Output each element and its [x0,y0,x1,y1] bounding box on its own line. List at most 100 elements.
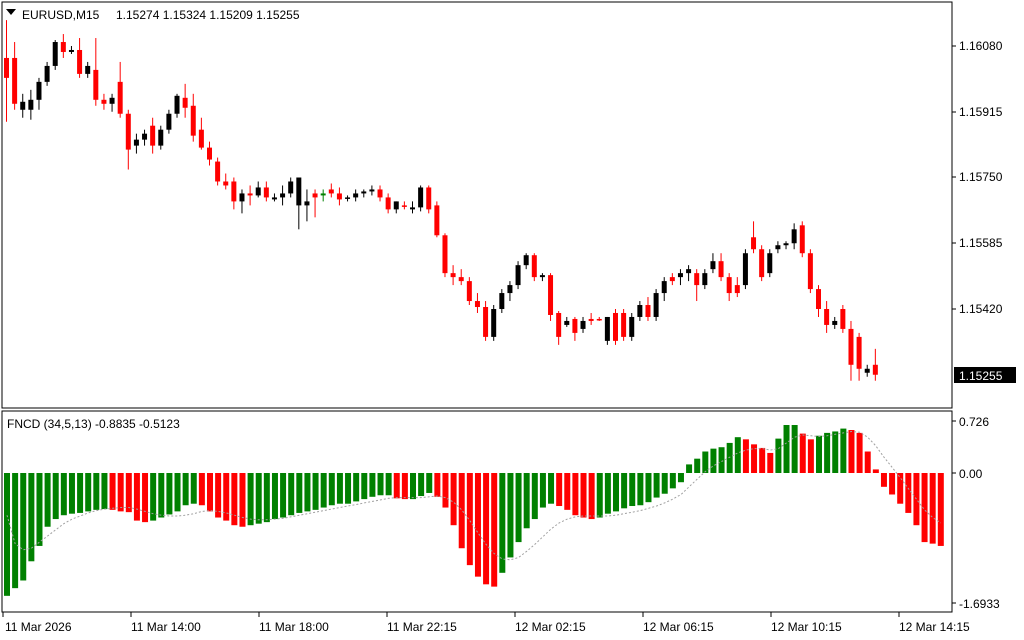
histogram-bar [36,473,43,546]
candle [588,312,594,325]
candle-body [93,69,99,100]
candle [296,177,302,230]
candle-body [515,265,521,286]
candle [742,249,748,290]
histogram-bar [897,473,904,504]
histogram-bar [336,473,343,504]
candle [426,185,432,214]
histogram-bar [816,435,822,473]
histogram-bar [604,473,611,514]
candle-body [466,281,472,302]
candle-body [799,225,805,254]
candle [328,183,334,198]
histogram-bar [93,473,100,510]
histogram-bar [596,473,603,518]
candle [507,281,513,302]
histogram-bar [263,473,270,523]
candle [271,193,277,202]
candle [336,187,342,206]
candle-body [832,320,838,325]
histogram-bar [353,473,360,502]
histogram-bar [921,473,928,543]
histogram-bar [68,473,75,514]
candle-body [198,129,204,148]
candle-body [531,255,537,278]
histogram-bar [117,473,124,512]
candle-body [645,305,651,317]
histogram-bar [629,473,636,507]
time-label: 11 Mar 2026 [5,620,72,634]
window-menu-icon[interactable] [6,9,16,15]
candle [263,181,269,202]
candle [604,316,610,345]
histogram-bar [223,473,230,521]
candle-body [410,207,415,210]
candle [548,273,554,321]
time-label: 12 Mar 14:15 [899,620,970,634]
candle-body [621,312,627,337]
histogram-bar [190,473,197,504]
candle [361,189,367,198]
candle-body [280,193,286,198]
histogram-bar [710,448,717,473]
histogram-bar [880,473,887,487]
histogram-bar [499,473,506,573]
candle [515,261,521,290]
candle-body [548,275,554,315]
candle-body [4,57,9,78]
histogram-bar [385,473,392,496]
time-axis: 11 Mar 2026 11 Mar 14:00 11 Mar 18:00 11… [2,612,970,634]
histogram-bar [401,473,408,500]
histogram-bar [182,473,189,506]
candle [77,38,83,78]
price-panel[interactable] [1,1,953,409]
price-tick: 1.15750 [959,170,1003,184]
candle [117,61,123,118]
histogram-bar [734,437,741,473]
candle [807,249,813,294]
candle-body [742,253,748,286]
histogram-bar [588,473,595,520]
histogram-bar [369,473,376,497]
candle [783,241,789,250]
histogram-bar [377,473,384,496]
histogram-bar [564,473,571,510]
histogram-bar [198,473,205,506]
candle [12,42,18,110]
candle [215,157,221,186]
histogram-bar [255,473,262,524]
candle [52,40,58,70]
candle [767,249,773,278]
histogram-bar [166,473,173,515]
histogram-bar [28,473,35,562]
candle-body [369,189,375,192]
candle [483,301,489,341]
histogram-bar [280,473,287,518]
histogram-bar [410,473,416,500]
candle [775,241,781,254]
histogram-bar [856,432,863,473]
candle [474,293,480,313]
candle-body [872,364,878,375]
histogram-bar [515,473,522,543]
histogram-bar [52,473,59,520]
candle [824,301,830,333]
candle [718,253,724,282]
candle [44,61,50,86]
histogram-bar [775,438,782,473]
time-label: 12 Mar 02:15 [515,620,586,634]
histogram-bar [44,473,51,527]
candle-body [336,193,342,200]
time-label: 12 Mar 06:15 [643,620,714,634]
candle [239,189,245,214]
candle [345,195,351,202]
candle [499,289,505,313]
candle [60,34,66,58]
histogram-bar [142,473,149,523]
candle-body [474,301,480,308]
candle-body [401,205,407,207]
candle-body [174,95,180,114]
histogram-bar [556,473,563,507]
symbol-label: EURUSD,M15 [22,8,100,22]
